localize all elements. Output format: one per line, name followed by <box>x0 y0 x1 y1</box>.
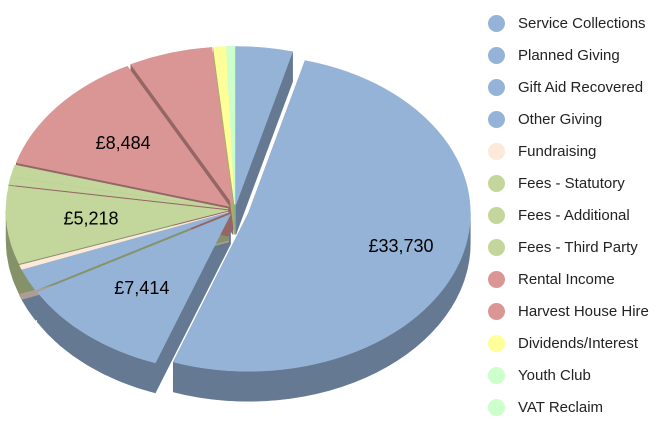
legend-label: Rental Income <box>518 271 615 288</box>
legend-label: VAT Reclaim <box>518 399 604 416</box>
legend-item: Gift Aid Recovered <box>488 79 665 96</box>
legend-swatch <box>488 271 505 288</box>
data-label: £8,484 <box>96 133 151 153</box>
legend-item: VAT Reclaim <box>488 399 665 416</box>
legend-label: Gift Aid Recovered <box>518 79 644 96</box>
data-label: £7,414 <box>114 278 169 298</box>
legend: Service Collections Planned Giving Gift Ai… <box>488 15 665 431</box>
legend-swatch <box>488 367 505 384</box>
legend-label: Fees - Statutory <box>518 175 625 192</box>
legend-swatch <box>488 175 505 192</box>
legend-item: Fees - Additional <box>488 207 665 224</box>
legend-swatch <box>488 79 505 96</box>
slice <box>21 212 229 291</box>
legend-item: Other Giving <box>488 111 665 128</box>
slice <box>8 176 229 210</box>
slice <box>10 164 229 209</box>
legend-item: Fees - Third Party <box>488 239 665 256</box>
legend-label: Fees - Third Party <box>518 239 638 256</box>
legend-label: Harvest House Hire <box>518 303 649 320</box>
legend-label: Planned Giving <box>518 47 620 64</box>
legend-swatch <box>488 303 505 320</box>
legend-label: Fees - Additional <box>518 207 630 224</box>
legend-swatch <box>488 207 505 224</box>
legend-item: Fees - Statutory <box>488 175 665 192</box>
legend-item: Planned Giving <box>488 47 665 64</box>
legend-item: Fundraising <box>488 143 665 160</box>
slice <box>130 47 234 205</box>
legend-item: Dividends/Interest <box>488 335 665 352</box>
slice <box>15 65 231 207</box>
pie: £33,730 £7,414 £5,218 £8,484 <box>5 46 471 402</box>
slice <box>213 46 235 205</box>
slice <box>36 213 232 364</box>
legend-label: Service Collections <box>518 15 646 32</box>
slice <box>5 185 229 265</box>
legend-swatch <box>488 399 505 416</box>
slice <box>172 60 471 372</box>
legend-swatch <box>488 47 505 64</box>
pie-tops: £33,730 £7,414 £5,218 £8,484 <box>5 46 471 372</box>
legend-swatch <box>488 239 505 256</box>
legend-item: Rental Income <box>488 271 665 288</box>
legend-item: Harvest House Hire <box>488 303 665 320</box>
legend-swatch <box>488 111 505 128</box>
legend-label: Other Giving <box>518 111 603 128</box>
legend-label: Fundraising <box>518 143 597 160</box>
legend-item: Youth Club <box>488 367 665 384</box>
slice <box>235 46 293 205</box>
legend-swatch <box>488 335 505 352</box>
legend-item: Service Collections <box>488 15 665 32</box>
data-label: £5,218 <box>63 208 118 228</box>
slice <box>230 46 236 205</box>
legend-swatch <box>488 143 505 160</box>
data-label: £33,730 <box>368 236 433 256</box>
legend-label: Youth Club <box>518 367 591 384</box>
legend-label: Dividends/Interest <box>518 335 639 352</box>
legend-swatch <box>488 15 505 32</box>
slice <box>19 211 229 270</box>
